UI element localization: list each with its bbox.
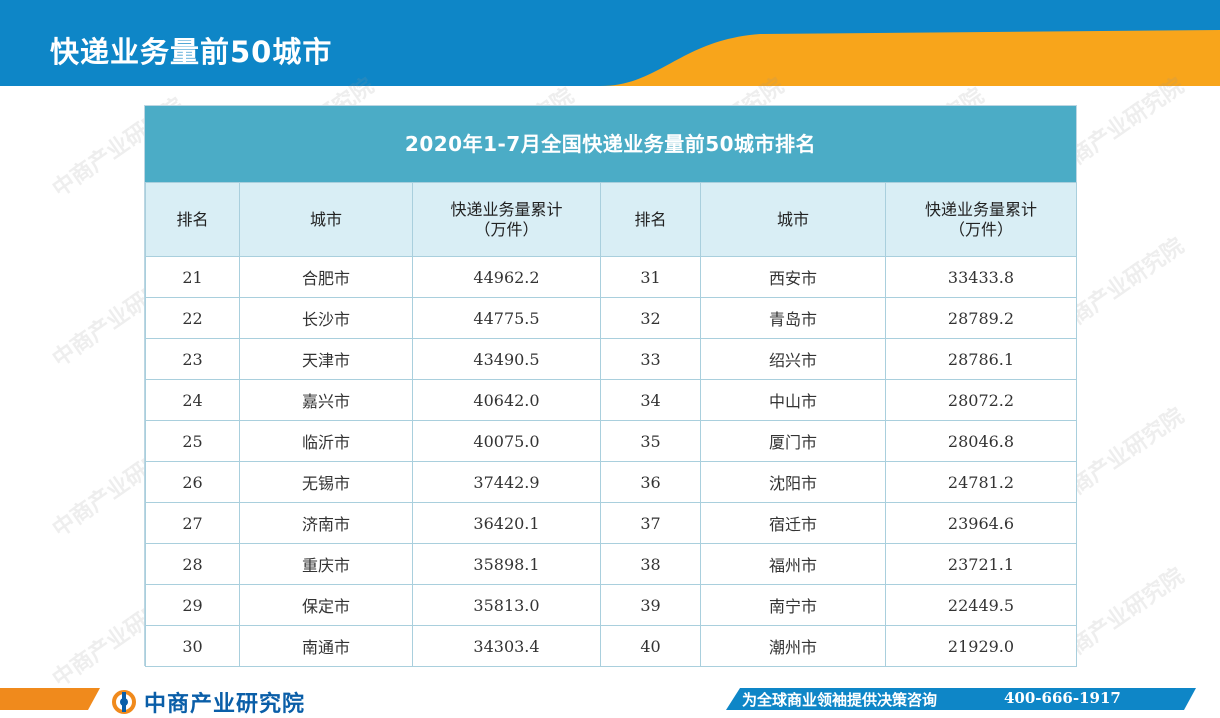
rank-cell: 29 [145, 584, 240, 626]
column-header-city: 城市 [239, 182, 413, 257]
column-header-volume-line2: （万件） [948, 219, 1013, 239]
rank-cell: 33 [600, 338, 701, 380]
table-row: 23 天津市 43490.5 33 绍兴市 28786.1 [145, 338, 1077, 380]
footer-slogan: 为全球商业领袖提供决策咨询 [742, 691, 938, 709]
ranking-table-card: 2020年1-7月全国快递业务量前50城市排名 排名 城市 快递业务量累计 （万… [144, 105, 1077, 667]
city-cell: 中山市 [700, 379, 886, 421]
column-header-rank: 排名 [145, 182, 240, 257]
rank-cell: 39 [600, 584, 701, 626]
volume-cell: 34303.4 [412, 625, 601, 667]
rank-cell: 28 [145, 543, 240, 585]
table-row: 27 济南市 36420.1 37 宿迁市 23964.6 [145, 502, 1077, 544]
rank-cell: 40 [600, 625, 701, 667]
rank-cell: 21 [145, 256, 240, 298]
city-cell: 长沙市 [239, 297, 413, 339]
rank-cell: 32 [600, 297, 701, 339]
city-cell: 济南市 [239, 502, 413, 544]
volume-cell: 44775.5 [412, 297, 601, 339]
volume-cell: 23964.6 [885, 502, 1077, 544]
city-cell: 无锡市 [239, 461, 413, 503]
city-cell: 沈阳市 [700, 461, 886, 503]
rank-cell: 31 [600, 256, 701, 298]
city-cell: 南宁市 [700, 584, 886, 626]
volume-cell: 43490.5 [412, 338, 601, 380]
city-cell: 合肥市 [239, 256, 413, 298]
rank-cell: 35 [600, 420, 701, 462]
column-header-volume-line1: 快递业务量累计 [924, 199, 1037, 219]
city-cell: 保定市 [239, 584, 413, 626]
table-caption: 2020年1-7月全国快递业务量前50城市排名 [145, 106, 1076, 182]
volume-cell: 22449.5 [885, 584, 1077, 626]
rank-cell: 36 [600, 461, 701, 503]
city-cell: 重庆市 [239, 543, 413, 585]
city-cell: 潮州市 [700, 625, 886, 667]
table-row: 29 保定市 35813.0 39 南宁市 22449.5 [145, 584, 1077, 626]
city-cell: 福州市 [700, 543, 886, 585]
footer-bar [0, 682, 1220, 716]
ranking-table: 排名 城市 快递业务量累计 （万件） 排名 城市 快递业务量累计 （万件） 21… [145, 182, 1077, 667]
rank-cell: 34 [600, 379, 701, 421]
table-row: 26 无锡市 37442.9 36 沈阳市 24781.2 [145, 461, 1077, 503]
city-cell: 宿迁市 [700, 502, 886, 544]
column-header-volume: 快递业务量累计 （万件） [412, 182, 601, 257]
rank-cell: 27 [145, 502, 240, 544]
table-row: 21 合肥市 44962.2 31 西安市 33433.8 [145, 256, 1077, 298]
column-header-volume-line2: （万件） [474, 219, 539, 239]
footer-phone: 400-666-1917 [1004, 689, 1121, 707]
volume-cell: 28789.2 [885, 297, 1077, 339]
brand-logo: 中商产业研究院 [112, 686, 305, 718]
rank-cell: 24 [145, 379, 240, 421]
city-cell: 南通市 [239, 625, 413, 667]
rank-cell: 23 [145, 338, 240, 380]
askci-logo-icon [112, 690, 136, 714]
volume-cell: 28072.2 [885, 379, 1077, 421]
volume-cell: 28786.1 [885, 338, 1077, 380]
volume-cell: 23721.1 [885, 543, 1077, 585]
volume-cell: 36420.1 [412, 502, 601, 544]
volume-cell: 35898.1 [412, 543, 601, 585]
volume-cell: 40075.0 [412, 420, 601, 462]
city-cell: 天津市 [239, 338, 413, 380]
header-banner: 快递业务量前50城市 [0, 0, 1220, 86]
column-header-city: 城市 [700, 182, 886, 257]
column-header-rank: 排名 [600, 182, 701, 257]
volume-cell: 35813.0 [412, 584, 601, 626]
column-header-volume: 快递业务量累计 （万件） [885, 182, 1077, 257]
rank-cell: 37 [600, 502, 701, 544]
footer-background [0, 688, 1196, 710]
rank-cell: 30 [145, 625, 240, 667]
page-title: 快递业务量前50城市 [50, 35, 333, 69]
city-cell: 临沂市 [239, 420, 413, 462]
rank-cell: 22 [145, 297, 240, 339]
city-cell: 绍兴市 [700, 338, 886, 380]
rank-cell: 25 [145, 420, 240, 462]
volume-cell: 44962.2 [412, 256, 601, 298]
table-row: 28 重庆市 35898.1 38 福州市 23721.1 [145, 543, 1077, 585]
city-cell: 西安市 [700, 256, 886, 298]
city-cell: 厦门市 [700, 420, 886, 462]
volume-cell: 33433.8 [885, 256, 1077, 298]
table-row: 24 嘉兴市 40642.0 34 中山市 28072.2 [145, 379, 1077, 421]
volume-cell: 28046.8 [885, 420, 1077, 462]
table-header-row: 排名 城市 快递业务量累计 （万件） 排名 城市 快递业务量累计 （万件） [145, 182, 1077, 257]
volume-cell: 40642.0 [412, 379, 601, 421]
logo-text: 中商产业研究院 [144, 692, 306, 717]
table-row: 30 南通市 34303.4 40 潮州市 21929.0 [145, 625, 1077, 667]
volume-cell: 24781.2 [885, 461, 1077, 503]
volume-cell: 21929.0 [885, 625, 1077, 667]
city-cell: 嘉兴市 [239, 379, 413, 421]
rank-cell: 38 [600, 543, 701, 585]
city-cell: 青岛市 [700, 297, 886, 339]
header-background [0, 0, 1220, 86]
table-row: 22 长沙市 44775.5 32 青岛市 28789.2 [145, 297, 1077, 339]
table-row: 25 临沂市 40075.0 35 厦门市 28046.8 [145, 420, 1077, 462]
rank-cell: 26 [145, 461, 240, 503]
volume-cell: 37442.9 [412, 461, 601, 503]
column-header-volume-line1: 快递业务量累计 [450, 199, 563, 219]
